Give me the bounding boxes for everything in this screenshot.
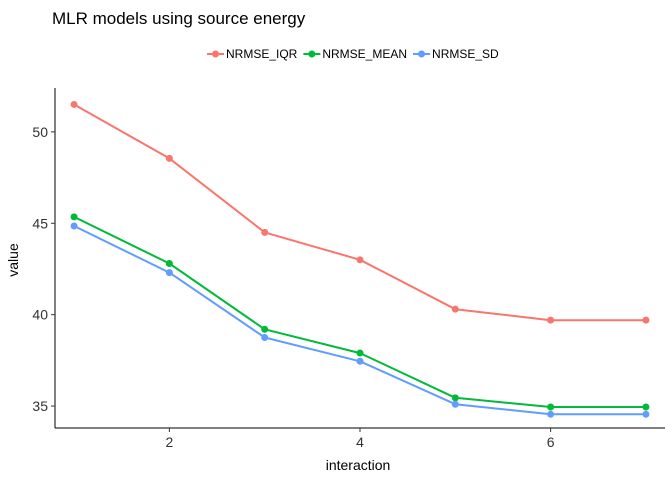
legend-label: NRMSE_MEAN [322,47,407,61]
data-point-nrmse-sd [165,269,173,277]
data-point-nrmse-iqr [356,256,364,264]
x-axis-title: interaction [326,457,391,473]
data-point-nrmse-mean [547,403,555,411]
data-point-nrmse-iqr [451,305,459,313]
y-tick-label: 45 [32,215,48,231]
y-tick-label: 50 [32,124,48,140]
series-line-nrmse-iqr [73,103,646,322]
y-tick-label: 35 [32,398,48,414]
legend: NRMSE_IQR NRMSE_MEAN NRMSE_SD [207,47,499,61]
data-point-nrmse-mean [261,325,269,333]
series-nrmse-sd [70,222,650,418]
chart-title: MLR models using source energy [52,9,306,28]
data-point-nrmse-iqr [547,316,555,324]
legend-label: NRMSE_SD [432,47,499,61]
data-point-nrmse-sd [356,357,364,365]
y-tick-label: 40 [32,307,48,323]
data-point-nrmse-sd [261,334,269,342]
y-ticks: 35 40 45 50 [32,124,55,414]
x-tick-label: 2 [165,434,173,450]
legend-key-point [308,50,316,58]
series-nrmse-iqr [70,100,650,324]
data-point-nrmse-iqr [261,228,269,236]
data-point-nrmse-sd [451,400,459,408]
legend-item-nrmse-iqr: NRMSE_IQR [207,47,298,61]
series-line-nrmse-mean [73,216,646,408]
data-point-nrmse-sd [70,222,78,230]
legend-key-point [212,50,219,58]
data-point-nrmse-sd [547,410,555,418]
series-layer [70,100,650,418]
data-point-nrmse-mean [165,259,173,267]
legend-item-nrmse-mean: NRMSE_MEAN [303,47,407,61]
data-point-nrmse-mean [642,403,650,411]
data-point-nrmse-iqr [70,100,78,108]
data-point-nrmse-mean [451,394,459,402]
legend-item-nrmse-sd: NRMSE_SD [413,47,499,61]
x-tick-label: 6 [547,434,555,450]
x-ticks: 2 4 6 [165,428,555,450]
data-point-nrmse-mean [356,349,364,357]
legend-key-point [418,50,426,58]
data-point-nrmse-iqr [642,316,650,324]
data-point-nrmse-mean [70,213,78,221]
y-axis-title: value [5,243,21,277]
data-point-nrmse-iqr [165,154,173,162]
legend-label: NRMSE_IQR [226,47,298,61]
x-tick-label: 4 [356,434,364,450]
data-point-nrmse-sd [642,410,650,418]
series-nrmse-mean [70,213,650,411]
